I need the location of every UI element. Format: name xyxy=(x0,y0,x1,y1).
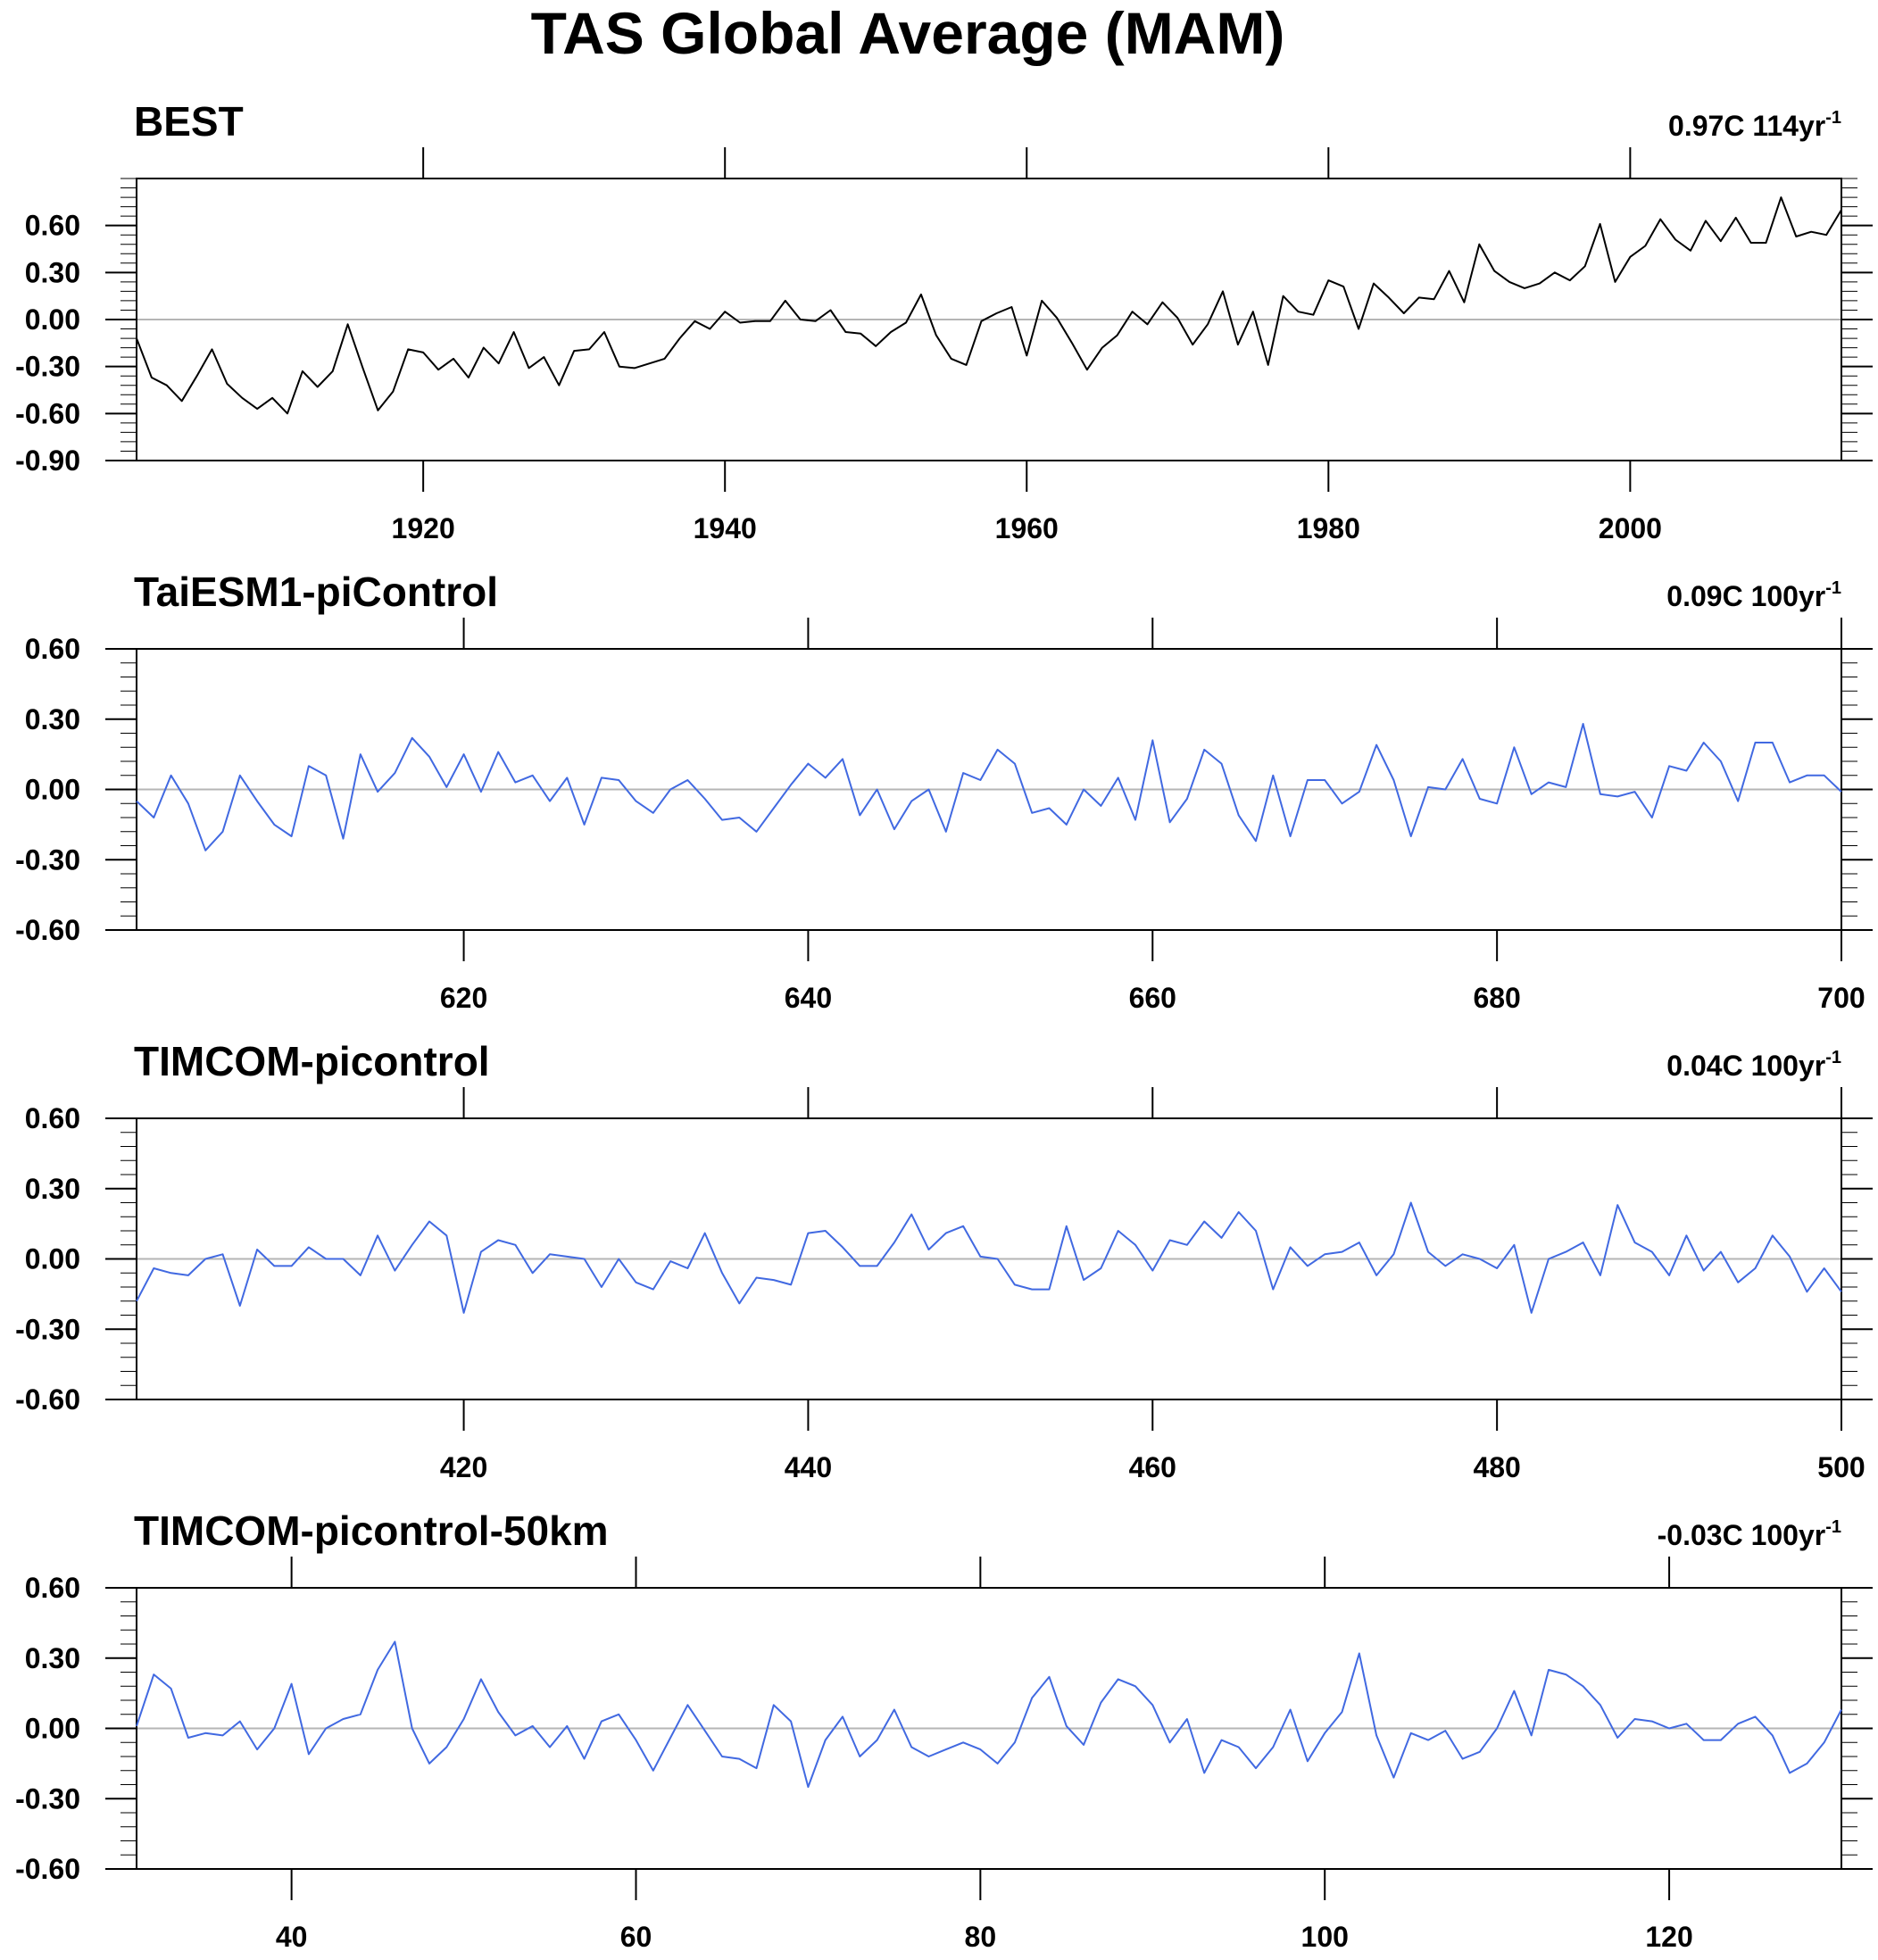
y-tick-label: 0.00 xyxy=(25,1243,80,1275)
trend-value: 0.09C 100yr xyxy=(1666,580,1825,612)
x-tick-label: 660 xyxy=(1129,982,1176,1014)
y-tick-label: 0.00 xyxy=(25,303,80,336)
chart-panel-1: TaiESM1-piControl 0.09C 100yr-1 -0.60 -0.30… xyxy=(15,569,1873,1014)
x-tick-label: 1920 xyxy=(392,512,455,544)
x-tick-label: 40 xyxy=(276,1921,308,1953)
x-tick-label: 640 xyxy=(785,982,832,1014)
trend-value: -0.03C 100yr xyxy=(1658,1519,1826,1551)
series-line xyxy=(136,723,1842,851)
x-tick-label: 500 xyxy=(1817,1451,1865,1483)
x-tick-label: 1940 xyxy=(694,512,757,544)
x-tick-label: 440 xyxy=(785,1451,832,1483)
figure-title: TAS Global Average (MAM) xyxy=(531,0,1285,66)
trend-exponent: -1 xyxy=(1825,578,1841,598)
trend-label: 0.97C 114yr-1 xyxy=(1668,108,1841,142)
panel-title: TaiESM1-piControl xyxy=(134,569,498,615)
y-tick-label: -0.60 xyxy=(15,1383,80,1416)
x-tick-label: 1960 xyxy=(995,512,1059,544)
x-tick-label: 80 xyxy=(965,1921,997,1953)
x-tick-label: 460 xyxy=(1129,1451,1176,1483)
y-tick-label: 0.30 xyxy=(25,703,80,735)
x-tick-label: 620 xyxy=(440,982,487,1014)
x-tick-label: 480 xyxy=(1473,1451,1520,1483)
chart-panel-3: TIMCOM-picontrol-50km -0.03C 100yr-1 -0.60… xyxy=(15,1507,1873,1953)
series-line xyxy=(136,196,1842,415)
trend-exponent: -1 xyxy=(1825,108,1841,128)
y-tick-label: -0.90 xyxy=(15,444,80,477)
trend-value: 0.97C 114yr xyxy=(1668,110,1825,142)
y-tick-label: 0.30 xyxy=(25,1173,80,1205)
y-tick-label: -0.30 xyxy=(15,1313,80,1345)
trend-exponent: -1 xyxy=(1825,1048,1841,1067)
y-tick-label: -0.60 xyxy=(15,914,80,946)
trend-label: 0.09C 100yr-1 xyxy=(1666,578,1841,612)
x-tick-label: 100 xyxy=(1301,1921,1349,1953)
y-tick-label: 0.00 xyxy=(25,1713,80,1745)
y-tick-label: 0.60 xyxy=(25,210,80,242)
trend-label: 0.04C 100yr-1 xyxy=(1666,1048,1841,1082)
y-tick-label: 0.00 xyxy=(25,774,80,806)
panel-title: TIMCOM-picontrol-50km xyxy=(134,1507,609,1554)
chart-panel-2: TIMCOM-picontrol 0.04C 100yr-1 -0.60 -0.30 0… xyxy=(15,1038,1873,1483)
x-tick-label: 1980 xyxy=(1297,512,1360,544)
panel-title: BEST xyxy=(134,98,244,145)
y-tick-label: 0.30 xyxy=(25,1642,80,1674)
series-line xyxy=(136,1201,1842,1314)
y-tick-label: -0.30 xyxy=(15,351,80,383)
chart-panel-0: BEST 0.97C 114yr-1 -0.90 -0.60 -0.30 0.00 0.30… xyxy=(15,98,1873,544)
y-tick-label: -0.60 xyxy=(15,397,80,429)
y-tick-label: -0.30 xyxy=(15,843,80,876)
x-tick-label: 2000 xyxy=(1599,512,1662,544)
x-tick-label: 420 xyxy=(440,1451,487,1483)
trend-value: 0.04C 100yr xyxy=(1666,1050,1825,1082)
y-tick-label: -0.30 xyxy=(15,1782,80,1815)
x-tick-label: 60 xyxy=(620,1921,652,1953)
panel-title: TIMCOM-picontrol xyxy=(134,1038,490,1084)
panels: BEST 0.97C 114yr-1-0.90-0.60-0.300.000.30… xyxy=(15,98,1873,1953)
x-tick-label: 680 xyxy=(1473,982,1520,1014)
y-tick-label: 0.60 xyxy=(25,633,80,665)
x-tick-label: 700 xyxy=(1817,982,1865,1014)
trend-exponent: -1 xyxy=(1825,1517,1841,1537)
y-tick-label: 0.60 xyxy=(25,1572,80,1604)
series-line xyxy=(136,1640,1842,1789)
trend-label: -0.03C 100yr-1 xyxy=(1658,1517,1841,1551)
y-tick-label: -0.60 xyxy=(15,1853,80,1885)
x-tick-label: 120 xyxy=(1645,1921,1692,1953)
y-tick-label: 0.30 xyxy=(25,256,80,288)
y-tick-label: 0.60 xyxy=(25,1102,80,1134)
